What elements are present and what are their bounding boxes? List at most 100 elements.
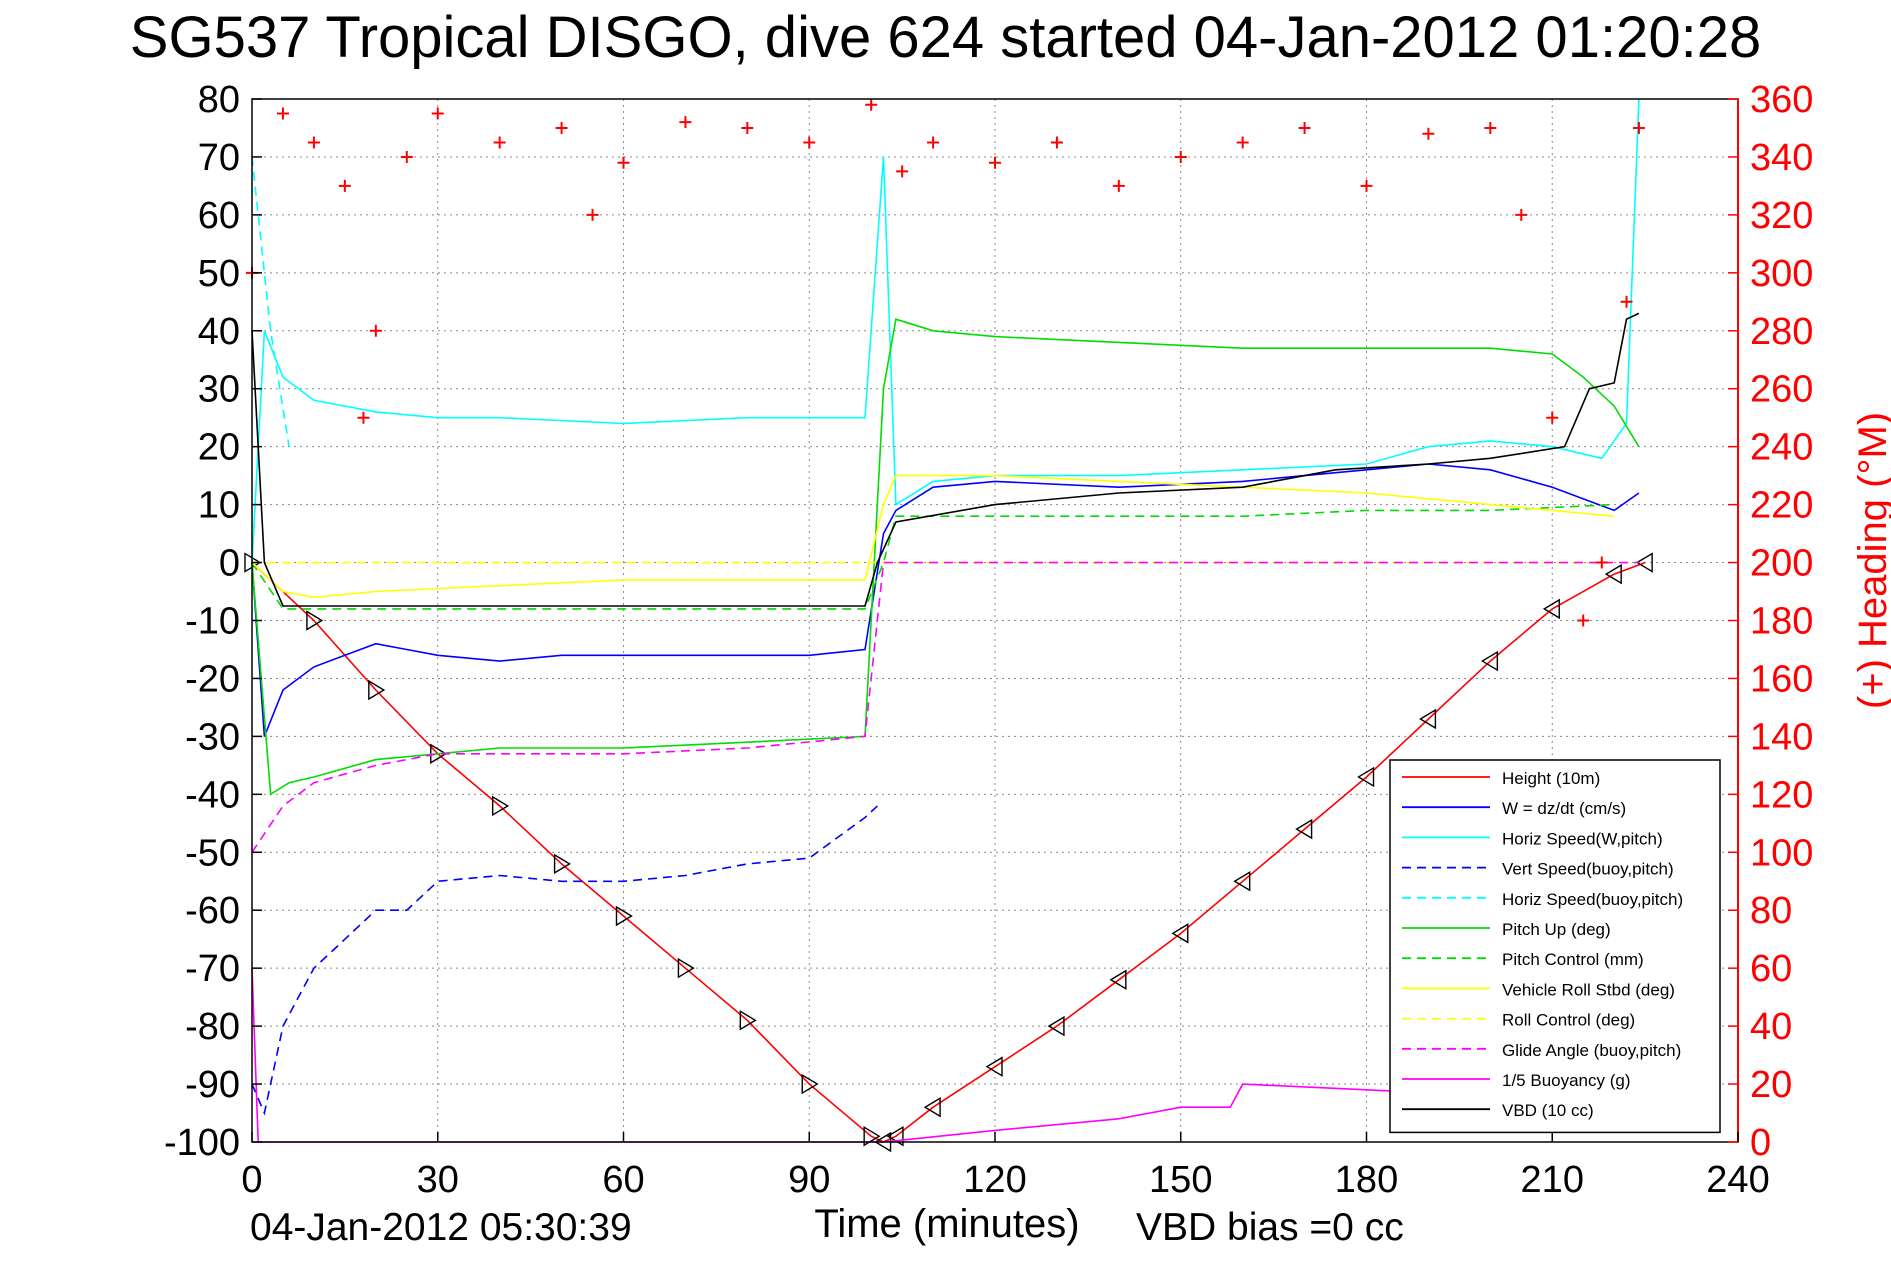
y-right-tick-label: 120 xyxy=(1750,774,1813,816)
chart-title: SG537 Tropical DISGO, dive 624 started 0… xyxy=(129,5,1762,70)
height-marker xyxy=(1419,708,1437,730)
y-tick-label: 20 xyxy=(198,427,240,469)
legend-box xyxy=(1389,759,1721,1134)
y-right-tick-label: 20 xyxy=(1750,1064,1792,1106)
heading-point xyxy=(803,136,816,149)
legend-label: Horiz Speed(buoy,pitch) xyxy=(1502,890,1683,909)
y-tick-label: -80 xyxy=(185,1006,240,1048)
height-marker xyxy=(923,1096,941,1118)
y-tick-label: 0 xyxy=(219,543,240,585)
y-tick-label: 10 xyxy=(198,485,240,527)
y-right-tick-label: 160 xyxy=(1750,658,1813,700)
heading-point xyxy=(276,107,289,120)
legend-label: 1/5 Buoyancy (g) xyxy=(1502,1071,1631,1090)
legend-label: Pitch Control (mm) xyxy=(1502,950,1644,969)
series-line xyxy=(251,98,1640,563)
heading-point xyxy=(1595,556,1608,569)
y-tick-label: 80 xyxy=(198,79,240,121)
heading-point xyxy=(1577,614,1590,627)
y-right-tick-label: 100 xyxy=(1750,832,1813,874)
series-line xyxy=(251,474,1615,599)
height-marker xyxy=(739,1010,757,1031)
y-tick-label: 40 xyxy=(198,311,240,353)
y-right-tick-label: 340 xyxy=(1750,137,1813,179)
y-right-tick-label: 280 xyxy=(1750,311,1813,353)
series-line xyxy=(251,805,878,1116)
y-right-tick-label: 60 xyxy=(1750,948,1792,990)
y-tick-label: -50 xyxy=(185,832,240,874)
heading-point xyxy=(1632,121,1645,134)
series-line xyxy=(251,156,290,447)
x-tick-label: 0 xyxy=(241,1159,262,1201)
y-right-tick-label: 140 xyxy=(1750,716,1813,758)
heading-point xyxy=(927,136,940,149)
series-layer xyxy=(244,98,1653,1153)
legend-label: Pitch Up (deg) xyxy=(1502,920,1611,939)
y-right-tick-label: 180 xyxy=(1750,601,1813,643)
y-right-tick-label: 360 xyxy=(1750,79,1813,121)
height-marker xyxy=(1109,969,1127,990)
y-tick-label: -20 xyxy=(185,658,240,700)
height-marker xyxy=(491,795,510,817)
y-tick-label: -60 xyxy=(185,890,240,932)
heading-point xyxy=(617,156,630,169)
x-tick-label: 240 xyxy=(1706,1159,1769,1201)
y-tick-label: 50 xyxy=(198,253,240,295)
legend-label: Roll Control (deg) xyxy=(1502,1011,1635,1030)
axis-layer: 0 30 60 90 120 150 180 210 240-100-90-80-70-60-5… xyxy=(164,79,1891,1246)
height-marker xyxy=(368,679,386,701)
y-right-tick-label: 0 xyxy=(1750,1122,1771,1164)
heading-point xyxy=(338,179,351,192)
heading-point xyxy=(431,107,444,120)
height-marker xyxy=(1635,552,1653,573)
y-tick-label: -70 xyxy=(185,948,240,990)
heading-point xyxy=(679,116,692,129)
height-marker xyxy=(1295,818,1313,840)
y-tick-label: -10 xyxy=(185,601,240,643)
heading-point xyxy=(357,411,370,424)
height-marker xyxy=(1542,598,1560,620)
heading-point xyxy=(1422,127,1435,140)
legend-label: Vert Speed(buoy,pitch) xyxy=(1502,860,1674,879)
legend: Height (10m) W = dz/dt (cm/s) Horiz Speed(… xyxy=(1389,759,1721,1134)
y-right-tick-label: 80 xyxy=(1750,890,1792,932)
height-marker xyxy=(1604,563,1622,585)
heading-point xyxy=(307,136,320,149)
x-axis-label: Time (minutes) xyxy=(814,1202,1079,1246)
heading-point xyxy=(1546,411,1559,424)
y-tick-label: 70 xyxy=(198,137,240,179)
height-marker xyxy=(1357,766,1375,788)
height-marker xyxy=(1047,1015,1065,1037)
series-line xyxy=(251,463,1640,737)
heading-point xyxy=(741,121,754,134)
heading-point xyxy=(1112,179,1125,192)
height-marker xyxy=(863,1125,881,1147)
x-tick-label: 30 xyxy=(417,1159,459,1201)
series-line xyxy=(251,561,1639,853)
y-right-axis-label: (+) Heading (°M) xyxy=(1851,412,1891,709)
series-line xyxy=(251,318,1640,796)
y-right-tick-label: 220 xyxy=(1750,485,1813,527)
y-tick-label: -40 xyxy=(185,774,240,816)
height-marker xyxy=(677,957,695,979)
heading-point xyxy=(1515,208,1528,221)
height-marker xyxy=(1480,650,1499,672)
y-tick-label: -100 xyxy=(164,1122,240,1164)
heading-point xyxy=(555,121,568,134)
footer-timestamp: 04-Jan-2012 05:30:39 xyxy=(250,1206,632,1249)
height-marker xyxy=(615,905,633,927)
heading-point xyxy=(865,98,878,111)
heading-point xyxy=(1484,121,1497,134)
y-tick-label: -90 xyxy=(185,1064,240,1106)
height-marker xyxy=(801,1073,819,1095)
x-tick-label: 120 xyxy=(963,1159,1026,1201)
height-marker xyxy=(1233,871,1251,892)
series-line xyxy=(251,503,1615,610)
series-line xyxy=(251,312,1640,607)
y-tick-label: 30 xyxy=(198,369,240,411)
series-line xyxy=(251,561,1646,1143)
y-tick-label: 60 xyxy=(198,195,240,237)
legend-label: W = dz/dt (cm/s) xyxy=(1502,799,1626,818)
legend-label: Glide Angle (buoy,pitch) xyxy=(1502,1041,1681,1060)
y-right-tick-label: 240 xyxy=(1750,427,1813,469)
